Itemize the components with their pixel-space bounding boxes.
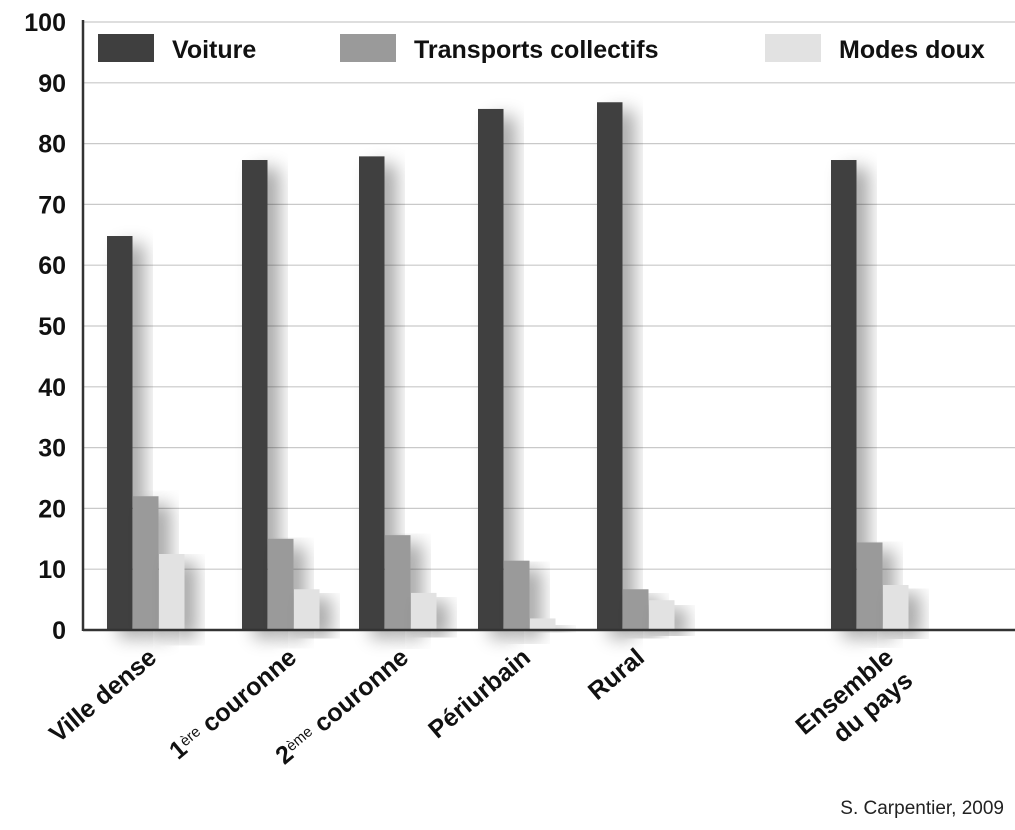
x-category-label-ville: Ville dense	[44, 643, 162, 748]
y-tick-label: 10	[38, 556, 66, 584]
x-category-label-ens: Ensembledu pays	[790, 643, 918, 763]
legend-label-1: Transports collectifs	[414, 36, 659, 64]
x-category-label-part: Ville dense	[44, 643, 162, 748]
bar-c2-series-2	[411, 592, 437, 630]
axes	[81, 20, 1015, 632]
y-tick-label: 50	[38, 313, 66, 341]
y-tick-label: 100	[24, 9, 66, 37]
bar-ens-series-1	[857, 542, 883, 630]
bar-c2-series-0	[359, 156, 385, 631]
bar-ville-series-1	[133, 496, 159, 630]
legend-swatch-2	[765, 34, 821, 62]
bar-rural-series-2	[649, 600, 675, 630]
bar-c1-series-1	[268, 538, 294, 630]
y-tick-label: 70	[38, 191, 66, 219]
y-tick-label: 60	[38, 252, 66, 280]
bar-peri-series-2	[530, 618, 556, 630]
bar-ens-series-0	[831, 160, 857, 631]
bar-ens-series-2	[883, 585, 909, 630]
y-tick-label: 20	[38, 495, 66, 523]
bar-ville-series-2	[159, 554, 185, 630]
x-category-label-part: Rural	[583, 643, 650, 706]
y-tick-label: 40	[38, 374, 66, 402]
y-tick-label: 0	[52, 617, 66, 645]
bar-c2-series-1	[385, 535, 411, 630]
legend-swatch-0	[98, 34, 154, 62]
x-category-label-part: couronne	[191, 643, 302, 742]
x-category-label-peri: Périurbain	[423, 643, 536, 744]
bar-rural-series-1	[623, 589, 649, 630]
bar-c1-series-0	[242, 160, 268, 631]
legend: Voiture Transports collectifs Modes doux	[98, 34, 985, 64]
bar-rural-series-0	[597, 102, 623, 631]
bar-c1-series-2	[294, 589, 320, 630]
gridlines	[83, 21, 1015, 570]
x-category-label-part: Périurbain	[423, 643, 536, 744]
legend-swatch-1	[340, 34, 396, 62]
source-credit: S. Carpentier, 2009	[840, 798, 1004, 819]
bar-peri-series-1	[504, 560, 530, 630]
x-category-label-rural: Rural	[583, 643, 650, 706]
x-category-label-part: couronne	[303, 643, 414, 742]
y-tick-labels: 0 10 20 30 40 50 60 70 80 90 100	[24, 9, 66, 645]
y-tick-label: 80	[38, 131, 66, 159]
y-tick-label: 90	[38, 70, 66, 98]
bar-peri-series-0	[478, 108, 504, 631]
legend-label-0: Voiture	[172, 36, 256, 64]
bar-ville-series-0	[107, 236, 133, 631]
y-tick-label: 30	[38, 435, 66, 463]
bars	[107, 102, 909, 631]
legend-label-2: Modes doux	[839, 36, 985, 64]
